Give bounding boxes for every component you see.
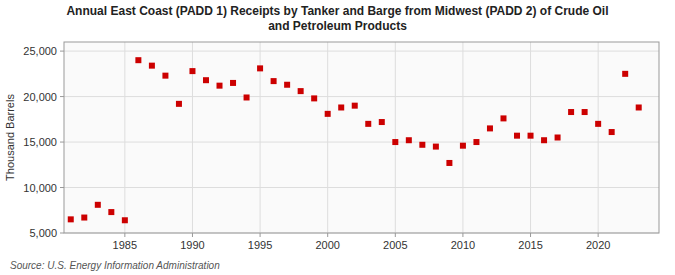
- x-tick-label: 2005: [383, 239, 407, 251]
- point: [217, 83, 223, 89]
- point: [230, 80, 236, 86]
- point: [325, 111, 331, 117]
- point: [257, 65, 263, 71]
- point: [176, 101, 182, 107]
- point: [95, 202, 101, 208]
- point: [149, 63, 155, 69]
- point: [460, 143, 466, 149]
- x-tick: [598, 233, 599, 237]
- point: [392, 139, 398, 145]
- y-tick: [60, 187, 64, 188]
- x-tick: [260, 233, 261, 237]
- point: [284, 82, 290, 88]
- x-tick: [327, 233, 328, 237]
- x-tick-label: 2000: [315, 239, 339, 251]
- point: [352, 103, 358, 109]
- grid: [64, 42, 659, 233]
- x-tick-label: 2010: [451, 239, 475, 251]
- y-grid-line: [64, 51, 659, 52]
- y-tick-label: 25,000: [23, 45, 57, 57]
- point: [528, 133, 534, 139]
- point: [81, 215, 87, 221]
- point: [636, 104, 642, 110]
- x-tick: [192, 233, 193, 237]
- y-tick: [60, 233, 64, 234]
- x-grid-line: [598, 42, 599, 233]
- point: [500, 115, 506, 121]
- point: [135, 57, 141, 63]
- y-tick: [60, 142, 64, 143]
- x-tick-label: 1995: [248, 239, 272, 251]
- plot-background: [64, 42, 659, 233]
- chart-svg: 5,000 10,000 15,000 20,000 25,000 1985 1990 199…: [0, 0, 675, 275]
- point: [189, 68, 195, 74]
- x-grid-line: [462, 42, 463, 233]
- x-tick-label: 2020: [586, 239, 610, 251]
- point: [68, 216, 74, 222]
- point: [487, 125, 493, 131]
- point: [244, 94, 250, 100]
- y-tick: [60, 96, 64, 97]
- points: [68, 57, 642, 223]
- plot-frame: [64, 42, 659, 233]
- y-grid-line: [64, 187, 659, 188]
- source-note: Source: U.S. Energy Information Administ…: [10, 260, 220, 271]
- point: [555, 135, 561, 141]
- point: [595, 121, 601, 127]
- point: [433, 144, 439, 150]
- point: [379, 119, 385, 125]
- x-grid-line: [395, 42, 396, 233]
- y-grid-line: [64, 142, 659, 143]
- point: [108, 209, 114, 215]
- point: [582, 109, 588, 115]
- chart-title-line: and Petroleum Products: [268, 19, 407, 33]
- point: [298, 88, 304, 94]
- x-grid-line: [124, 42, 125, 233]
- chart-title: Annual East Coast (PADD 1) Receipts by T…: [66, 4, 608, 33]
- point: [514, 133, 520, 139]
- y-tick: [60, 51, 64, 52]
- point: [271, 78, 277, 84]
- point: [568, 109, 574, 115]
- x-grid-line: [327, 42, 328, 233]
- point: [406, 137, 412, 143]
- point: [541, 137, 547, 143]
- point: [338, 104, 344, 110]
- y-tick-label: 5,000: [29, 227, 57, 239]
- y-axis-label: Thousand Barrels: [4, 94, 16, 181]
- x-tick-label: 1990: [180, 239, 204, 251]
- x-tick-label: 1985: [113, 239, 137, 251]
- point: [122, 217, 128, 223]
- point: [622, 71, 628, 77]
- x-tick: [395, 233, 396, 237]
- chart-title-line: Annual East Coast (PADD 1) Receipts by T…: [66, 4, 608, 18]
- point: [311, 95, 317, 101]
- x-tick: [530, 233, 531, 237]
- y-tick-label: 20,000: [23, 91, 57, 103]
- axes: 5,000 10,000 15,000 20,000 25,000 1985 1990 199…: [23, 45, 610, 251]
- chart-container: 5,000 10,000 15,000 20,000 25,000 1985 1990 199…: [0, 0, 675, 275]
- y-grid-line: [64, 96, 659, 97]
- point: [162, 73, 168, 79]
- point: [419, 142, 425, 148]
- point: [473, 139, 479, 145]
- y-tick-label: 15,000: [23, 136, 57, 148]
- x-tick: [124, 233, 125, 237]
- point: [365, 121, 371, 127]
- x-tick: [462, 233, 463, 237]
- x-tick-label: 2015: [518, 239, 542, 251]
- point: [609, 129, 615, 135]
- point: [446, 160, 452, 166]
- point: [203, 77, 209, 83]
- y-tick-label: 10,000: [23, 182, 57, 194]
